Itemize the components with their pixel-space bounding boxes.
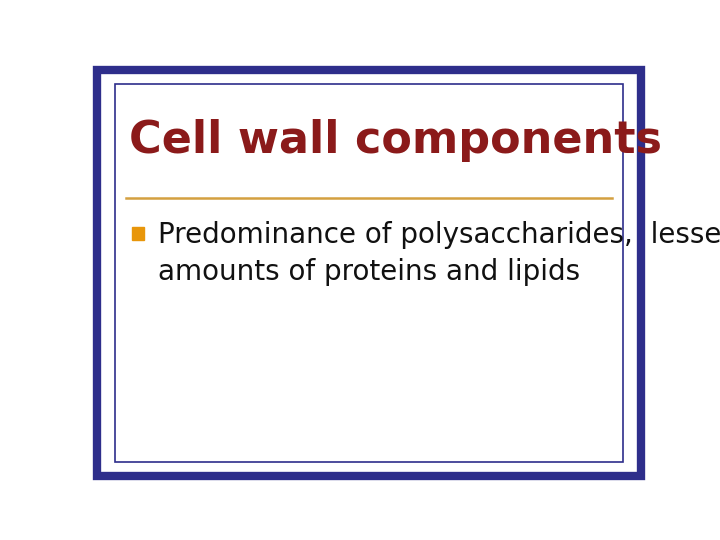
Text: Predominance of polysaccharides,  lesser
amounts of proteins and lipids: Predominance of polysaccharides, lesser …	[158, 221, 720, 286]
Bar	[132, 227, 144, 240]
Text: Cell wall components: Cell wall components	[129, 119, 662, 162]
